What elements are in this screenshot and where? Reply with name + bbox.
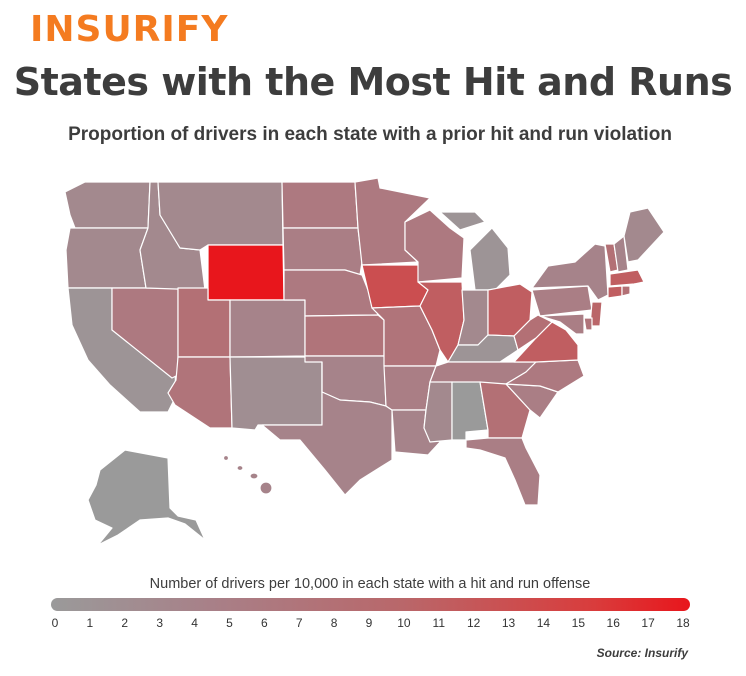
state-pa (531, 285, 593, 317)
legend-tick-label: 3 (156, 616, 163, 630)
state-mt (157, 181, 284, 251)
legend-title: Number of drivers per 10,000 in each sta… (149, 576, 591, 592)
state-co (229, 299, 306, 358)
state-wi (404, 209, 465, 283)
legend-tick-label: 15 (571, 616, 585, 630)
page-subtitle: Proportion of drivers in each state with… (68, 124, 672, 145)
state-md (539, 313, 585, 335)
legend-tick-label: 5 (226, 616, 233, 630)
legend-tick-label: 9 (365, 616, 373, 630)
state-ks (304, 314, 385, 357)
state-ms (423, 381, 453, 443)
legend-tick-label: 14 (536, 616, 551, 630)
legend-tick-label: 11 (432, 616, 445, 630)
insurify-logo: INSURIFY (30, 9, 229, 50)
legend-tick-label: 7 (295, 616, 303, 630)
us-choropleth-map (64, 177, 665, 546)
legend-tick-label: 4 (191, 616, 198, 630)
state-me (623, 207, 665, 263)
legend-tick-label: 1 (86, 616, 94, 630)
legend-color-scale (51, 598, 690, 611)
state-de (583, 317, 593, 331)
legend-tick-label: 18 (676, 616, 690, 630)
legend-tick-label: 17 (641, 616, 655, 630)
state-wy (207, 244, 285, 301)
legend-tick-label: 10 (397, 616, 411, 630)
state-ak (87, 449, 206, 546)
legend-tick-label: 6 (260, 616, 268, 630)
source-note: Source: Insurify (596, 646, 688, 660)
legend-tick-label: 12 (466, 616, 481, 630)
state-ma (609, 269, 645, 287)
state-sd (282, 227, 363, 276)
legend-tick-label: 8 (330, 616, 338, 630)
page-title: States with the Most Hit and Runs (13, 60, 733, 104)
state-hi-big-island (259, 481, 273, 495)
legend-tick-label: 0 (51, 616, 59, 630)
state-tx (261, 361, 393, 496)
state-wa (64, 181, 151, 229)
state-nh (613, 235, 629, 273)
state-fl (465, 437, 541, 506)
state-az (167, 356, 233, 429)
state-nm (229, 356, 323, 431)
state-ri (621, 285, 631, 297)
state-or (65, 227, 149, 289)
state-hi-kauai (222, 454, 230, 462)
state-nd (281, 181, 359, 229)
legend-tick-label: 2 (121, 616, 129, 630)
state-hi-oahu (236, 464, 244, 472)
state-ct (607, 285, 623, 299)
state-wv (513, 314, 553, 351)
state-hi-maui (249, 472, 259, 480)
legend-tick-label: 16 (606, 616, 620, 630)
hawaii (222, 454, 273, 495)
state-ky (447, 334, 519, 363)
legend-tick-label: 13 (501, 616, 516, 630)
